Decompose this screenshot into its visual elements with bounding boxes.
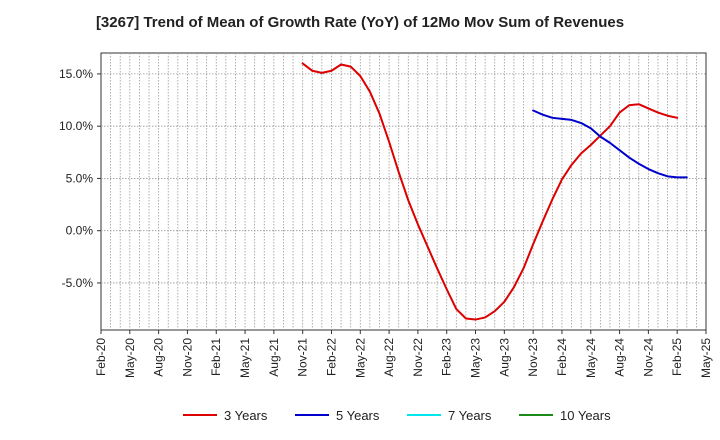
x-tick-label: May-21: [238, 338, 252, 378]
legend-label: 3 Years: [224, 408, 268, 423]
legend-label: 10 Years: [560, 408, 611, 423]
legend-label: 7 Years: [448, 408, 492, 423]
x-tick-label: Nov-20: [180, 338, 194, 377]
x-tick-label: Nov-22: [411, 338, 425, 377]
x-tick-label: May-25: [699, 338, 713, 378]
series-lines: [301, 62, 688, 321]
series-line-5-years: [532, 109, 688, 179]
vertical-gridlines: [110, 53, 697, 330]
x-tick-label: Aug-20: [152, 338, 166, 377]
x-tick-label: Feb-24: [555, 338, 569, 376]
y-tick-label: 0.0%: [66, 224, 94, 238]
x-tick-label: Aug-21: [267, 338, 281, 377]
x-tick-label: Feb-21: [209, 338, 223, 376]
x-tick-label: Nov-24: [641, 338, 655, 377]
y-tick-label: 10.0%: [59, 119, 93, 133]
y-axis-ticks: 15.0% 10.0% 5.0% 0.0% -5.0%: [59, 67, 101, 290]
x-tick-label: May-20: [123, 338, 137, 378]
x-tick-label: Feb-23: [440, 338, 454, 376]
x-tick-label: Feb-22: [324, 338, 338, 376]
legend: 3 Years 5 Years 7 Years 10 Years: [183, 408, 611, 423]
y-tick-label: 15.0%: [59, 67, 93, 81]
x-tick-label: May-24: [584, 338, 598, 378]
plot-area: [100, 52, 707, 331]
x-tick-label: May-23: [469, 338, 483, 378]
x-tick-label: Nov-23: [526, 338, 540, 377]
x-tick-label: Aug-24: [613, 338, 627, 377]
y-tick-label: -5.0%: [62, 276, 94, 290]
horizontal-gridlines: [101, 73, 706, 284]
legend-label: 5 Years: [336, 408, 380, 423]
x-tick-label: Aug-23: [497, 338, 511, 377]
y-tick-label: 5.0%: [66, 171, 94, 185]
x-tick-label: May-22: [353, 338, 367, 378]
series-line-3-years: [301, 62, 679, 321]
x-tick-label: Feb-25: [670, 338, 684, 376]
x-tick-label: Feb-20: [94, 338, 108, 376]
x-tick-label: Aug-22: [382, 338, 396, 377]
x-tick-label: Nov-21: [296, 338, 310, 377]
chart-title: [3267] Trend of Mean of Growth Rate (YoY…: [95, 14, 625, 31]
x-axis-ticks: Feb-20 May-20 Aug-20 Nov-20 Feb-21 May-21 Aug-…: [94, 330, 713, 378]
